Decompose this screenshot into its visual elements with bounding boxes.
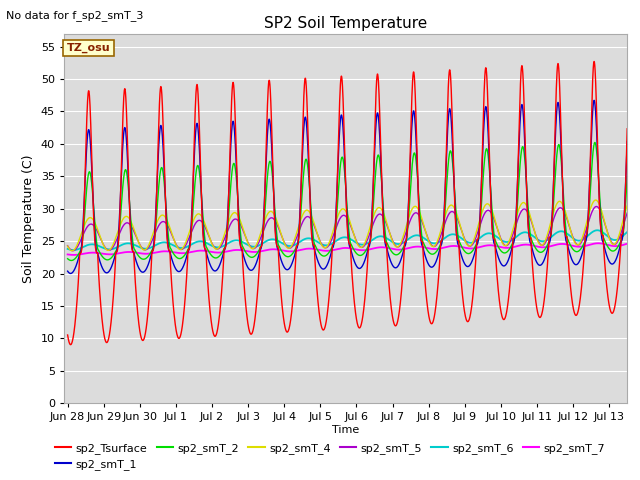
sp2_smT_6 bbox=[552, 230, 560, 236]
sp2_smT_4 bbox=[64, 243, 72, 249]
sp2_smT_2 bbox=[278, 250, 286, 255]
sp2_Tsurface bbox=[623, 126, 631, 132]
sp2_Tsurface bbox=[128, 244, 136, 250]
sp2_smT_1 bbox=[278, 261, 286, 266]
sp2_smT_2 bbox=[612, 246, 620, 252]
sp2_Tsurface bbox=[67, 342, 74, 348]
sp2_smT_1 bbox=[64, 268, 72, 274]
sp2_smT_5 bbox=[69, 248, 77, 253]
sp2_smT_6 bbox=[623, 229, 631, 235]
Line: sp2_smT_7: sp2_smT_7 bbox=[68, 243, 627, 255]
sp2_smT_7 bbox=[623, 241, 631, 247]
Line: sp2_smT_4: sp2_smT_4 bbox=[68, 200, 627, 251]
sp2_Tsurface bbox=[278, 306, 286, 312]
Text: No data for f_sp2_smT_3: No data for f_sp2_smT_3 bbox=[6, 10, 144, 21]
sp2_smT_6 bbox=[303, 236, 310, 241]
sp2_smT_4 bbox=[161, 214, 169, 219]
sp2_smT_7 bbox=[595, 240, 602, 246]
sp2_smT_7 bbox=[303, 246, 310, 252]
sp2_smT_5 bbox=[303, 214, 310, 220]
sp2_smT_6 bbox=[612, 237, 620, 243]
Line: sp2_smT_2: sp2_smT_2 bbox=[68, 143, 627, 261]
sp2_smT_1 bbox=[612, 255, 620, 261]
sp2_smT_1 bbox=[303, 123, 310, 129]
sp2_smT_5 bbox=[552, 210, 560, 216]
sp2_smT_7 bbox=[552, 242, 560, 248]
sp2_Tsurface bbox=[64, 332, 72, 338]
sp2_smT_4 bbox=[128, 220, 136, 226]
Line: sp2_smT_1: sp2_smT_1 bbox=[68, 100, 627, 274]
sp2_smT_2 bbox=[623, 174, 631, 180]
sp2_smT_4 bbox=[68, 248, 76, 253]
Line: sp2_smT_5: sp2_smT_5 bbox=[68, 206, 627, 251]
Title: SP2 Soil Temperature: SP2 Soil Temperature bbox=[264, 16, 428, 31]
sp2_smT_2 bbox=[128, 228, 136, 233]
sp2_smT_5 bbox=[64, 243, 72, 249]
sp2_smT_7 bbox=[128, 249, 136, 255]
sp2_smT_7 bbox=[70, 252, 77, 258]
sp2_smT_2 bbox=[161, 187, 169, 193]
sp2_smT_4 bbox=[623, 203, 631, 208]
sp2_Tsurface bbox=[552, 91, 560, 97]
sp2_smT_6 bbox=[70, 247, 77, 253]
sp2_Tsurface bbox=[303, 91, 310, 96]
sp2_smT_5 bbox=[623, 210, 631, 216]
sp2_smT_5 bbox=[278, 235, 286, 241]
sp2_smT_2 bbox=[303, 157, 310, 163]
sp2_smT_6 bbox=[278, 240, 286, 246]
sp2_smT_1 bbox=[128, 239, 136, 245]
sp2_smT_4 bbox=[278, 235, 286, 241]
sp2_smT_4 bbox=[592, 197, 600, 203]
Legend: sp2_Tsurface, sp2_smT_1, sp2_smT_2, sp2_smT_4, sp2_smT_5, sp2_smT_6, sp2_smT_7: sp2_Tsurface, sp2_smT_1, sp2_smT_2, sp2_… bbox=[51, 438, 610, 474]
Text: TZ_osu: TZ_osu bbox=[67, 43, 111, 53]
sp2_smT_7 bbox=[612, 243, 620, 249]
sp2_smT_2 bbox=[64, 256, 72, 262]
sp2_smT_1 bbox=[161, 182, 169, 188]
sp2_smT_7 bbox=[64, 252, 72, 257]
Line: sp2_smT_6: sp2_smT_6 bbox=[68, 230, 627, 250]
X-axis label: Time: Time bbox=[332, 425, 359, 435]
sp2_smT_1 bbox=[623, 139, 631, 144]
sp2_smT_5 bbox=[161, 219, 169, 225]
sp2_smT_5 bbox=[128, 224, 136, 229]
sp2_smT_7 bbox=[161, 249, 169, 254]
sp2_smT_4 bbox=[303, 207, 310, 213]
sp2_smT_5 bbox=[593, 204, 600, 209]
sp2_Tsurface bbox=[161, 181, 169, 187]
sp2_smT_5 bbox=[612, 240, 620, 246]
sp2_smT_2 bbox=[591, 140, 599, 145]
sp2_smT_1 bbox=[552, 118, 560, 123]
sp2_smT_2 bbox=[67, 258, 75, 264]
sp2_Tsurface bbox=[612, 292, 620, 298]
Line: sp2_Tsurface: sp2_Tsurface bbox=[68, 61, 627, 345]
sp2_smT_2 bbox=[552, 161, 560, 167]
Y-axis label: Soil Temperature (C): Soil Temperature (C) bbox=[22, 154, 35, 283]
sp2_smT_1 bbox=[67, 271, 74, 276]
sp2_smT_6 bbox=[161, 240, 169, 245]
sp2_smT_4 bbox=[612, 239, 620, 244]
sp2_smT_6 bbox=[593, 228, 601, 233]
sp2_smT_4 bbox=[552, 202, 560, 208]
sp2_smT_6 bbox=[64, 246, 72, 252]
sp2_smT_6 bbox=[128, 241, 136, 247]
sp2_Tsurface bbox=[590, 59, 598, 64]
sp2_smT_1 bbox=[590, 97, 598, 103]
sp2_smT_7 bbox=[278, 248, 286, 253]
